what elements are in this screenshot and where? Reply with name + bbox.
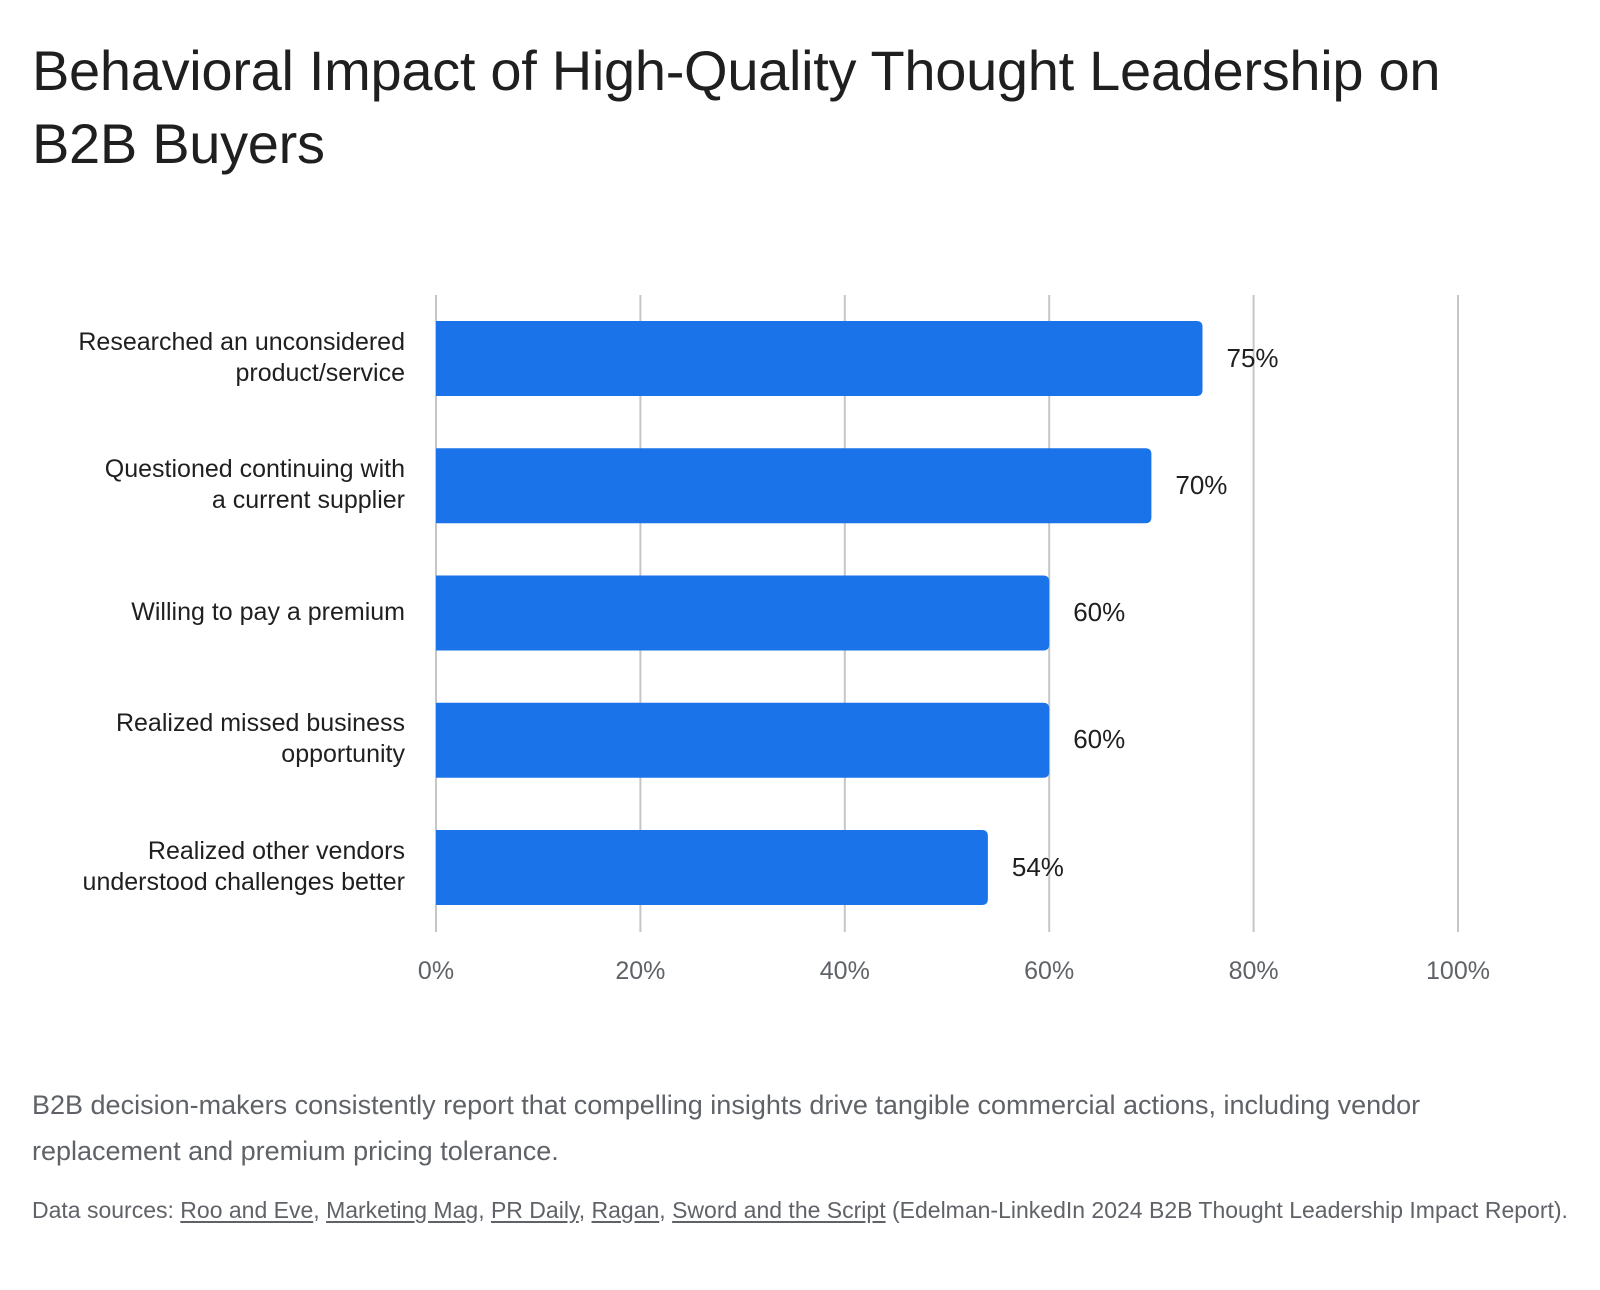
source-link-ragan[interactable]: Ragan bbox=[591, 1197, 660, 1223]
category-label-line: Researched an unconsidered bbox=[78, 327, 405, 356]
source-link-marketing-mag[interactable]: Marketing Mag bbox=[326, 1197, 479, 1223]
source-separator: , bbox=[659, 1197, 673, 1223]
source-link-roo-and-eve[interactable]: Roo and Eve bbox=[180, 1197, 314, 1223]
x-tick-label: 60% bbox=[1024, 957, 1075, 985]
bar bbox=[436, 830, 988, 905]
source-separator: , bbox=[478, 1197, 491, 1223]
x-tick-label: 0% bbox=[417, 957, 455, 985]
category-label: Realized other vendors understood challen… bbox=[25, 836, 405, 898]
category-label: Researched an unconsidered product/servic… bbox=[25, 327, 405, 389]
source-separator: , bbox=[313, 1197, 327, 1223]
category-label-line: opportunity bbox=[281, 740, 405, 769]
sources-suffix: (Edelman-LinkedIn 2024 B2B Thought Leade… bbox=[885, 1197, 1568, 1223]
bars bbox=[436, 321, 1203, 905]
category-label-line: Willing to pay a premium bbox=[131, 597, 405, 626]
x-tick-label: 80% bbox=[1228, 957, 1279, 985]
value-label: 60% bbox=[1073, 724, 1126, 755]
category-label: Willing to pay a premium bbox=[25, 597, 405, 628]
bar bbox=[436, 702, 1050, 778]
category-label: Realized missed business opportunity bbox=[25, 708, 405, 770]
category-label-line: product/service bbox=[235, 358, 405, 387]
value-label: 60% bbox=[1073, 597, 1126, 627]
category-label-line: Realized missed business bbox=[115, 709, 405, 738]
x-tick-label: 20% bbox=[615, 957, 666, 985]
data-sources: Data sources: Roo and Eve, Marketing Mag… bbox=[32, 1194, 1572, 1226]
bar bbox=[436, 575, 1050, 651]
value-label: 54% bbox=[1011, 851, 1064, 882]
category-label-line: understood challenges better bbox=[82, 867, 405, 896]
bar bbox=[436, 321, 1203, 396]
bar bbox=[436, 448, 1152, 524]
category-label-line: Realized other vendors bbox=[147, 836, 405, 865]
bar-chart bbox=[435, 295, 1459, 932]
source-link-sword-and-the-script[interactable]: Sword and the Script bbox=[672, 1197, 886, 1223]
chart-caption: B2B decision-makers consistently report … bbox=[32, 1090, 1421, 1166]
x-tick-label: 40% bbox=[819, 957, 870, 985]
category-label: Questioned continuing with a current supp… bbox=[25, 454, 405, 516]
sources-prefix: Data sources: bbox=[32, 1197, 181, 1223]
x-tick-label: 100% bbox=[1426, 957, 1490, 985]
value-label: 75% bbox=[1226, 342, 1279, 373]
source-link-pr-daily[interactable]: PR Daily bbox=[490, 1197, 579, 1223]
category-label-line: a current supplier bbox=[211, 485, 405, 514]
source-separator: , bbox=[578, 1197, 592, 1223]
value-label: 70% bbox=[1175, 469, 1228, 500]
category-label-line: Questioned continuing with bbox=[104, 454, 405, 483]
chart-title: Behavioral Impact of High-Quality Though… bbox=[32, 39, 1441, 175]
